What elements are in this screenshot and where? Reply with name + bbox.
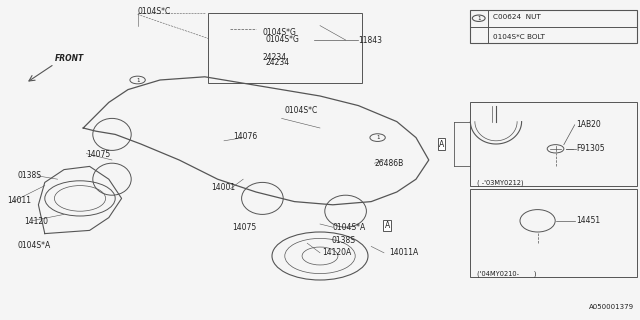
Text: A: A bbox=[385, 221, 390, 230]
Text: 0104S*C: 0104S*C bbox=[285, 106, 318, 115]
Text: 0104S*A: 0104S*A bbox=[333, 223, 366, 232]
Text: 26486B: 26486B bbox=[374, 159, 404, 168]
Text: 14120A: 14120A bbox=[323, 248, 352, 257]
Text: 24234: 24234 bbox=[266, 58, 290, 67]
Text: 1: 1 bbox=[136, 77, 140, 83]
Text: 0138S: 0138S bbox=[18, 171, 42, 180]
Text: C00624  NUT: C00624 NUT bbox=[493, 14, 541, 20]
Text: 0104S*C: 0104S*C bbox=[138, 7, 171, 16]
Text: A050001379: A050001379 bbox=[588, 304, 634, 310]
Text: 14011: 14011 bbox=[8, 196, 32, 205]
Text: 14120: 14120 bbox=[24, 217, 49, 226]
Text: 0104S*C BOLT: 0104S*C BOLT bbox=[493, 34, 545, 40]
Text: 1: 1 bbox=[376, 135, 380, 140]
Text: 14011A: 14011A bbox=[389, 248, 419, 257]
Text: 14076: 14076 bbox=[234, 132, 258, 141]
Text: 14451: 14451 bbox=[576, 216, 600, 225]
Text: A: A bbox=[439, 140, 444, 148]
Text: 24234: 24234 bbox=[262, 53, 287, 62]
Text: 14075: 14075 bbox=[86, 150, 111, 159]
Text: ('04MY0210-       ): ('04MY0210- ) bbox=[477, 270, 536, 277]
Text: FRONT: FRONT bbox=[54, 54, 84, 63]
Text: 0104S*A: 0104S*A bbox=[18, 241, 51, 250]
Text: 1AB20: 1AB20 bbox=[576, 120, 601, 129]
Text: 11843: 11843 bbox=[358, 36, 383, 44]
Text: ( -'03MY0212): ( -'03MY0212) bbox=[477, 179, 524, 186]
Text: 14001: 14001 bbox=[211, 183, 236, 192]
Text: F91305: F91305 bbox=[576, 144, 605, 153]
Text: 0104S*G: 0104S*G bbox=[266, 35, 300, 44]
Text: 0104S*G: 0104S*G bbox=[262, 28, 296, 36]
Text: 0138S: 0138S bbox=[332, 236, 356, 245]
Text: 1: 1 bbox=[477, 16, 481, 21]
Text: 14075: 14075 bbox=[232, 223, 257, 232]
